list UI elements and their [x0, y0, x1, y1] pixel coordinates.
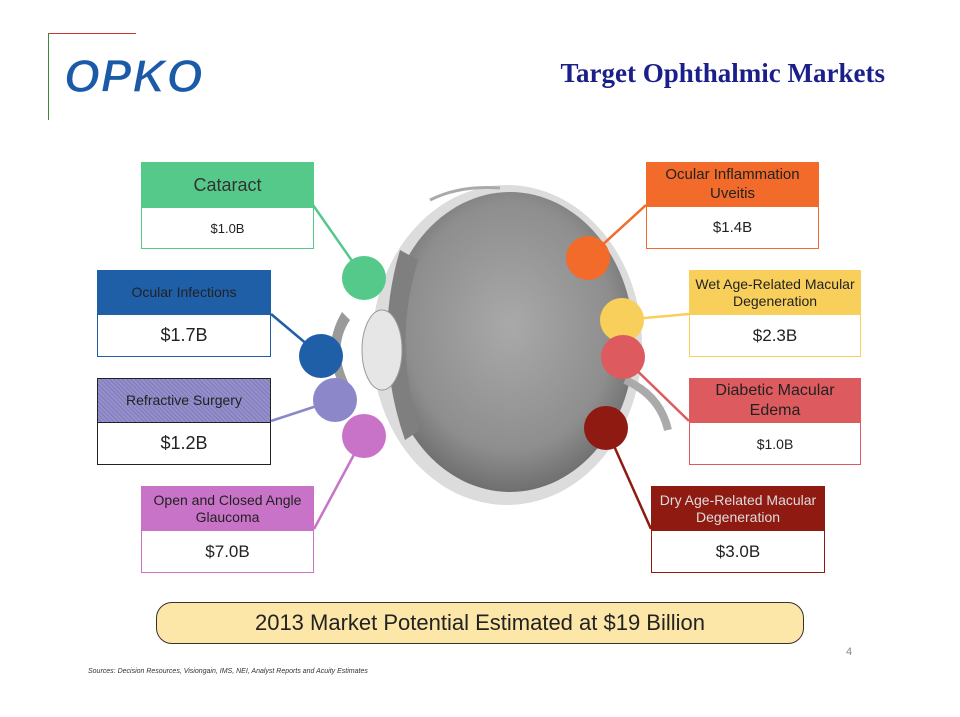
refractive-surgery-value: $1.2B: [160, 433, 208, 453]
wet-amd-marker: [600, 298, 644, 342]
diabetic-macular-edema-label: Diabetic Macular Edema: [690, 379, 860, 423]
wet-amd-value: $2.3B: [752, 325, 798, 345]
cataract-value: $1.0B: [210, 220, 245, 236]
dry-amd-value: $3.0B: [715, 541, 761, 561]
diabetic-macular-edema-value: $1.0B: [756, 435, 794, 452]
opko-logo: OPKO: [63, 52, 203, 102]
ocular-inflammation-label: Ocular Inflammation Uveitis: [647, 163, 818, 207]
refractive-surgery-label: Refractive Surgery: [98, 379, 270, 423]
refractive-surgery-box: Refractive Surgery $1.2B: [97, 378, 271, 465]
refractive-surgery-marker: [313, 378, 357, 422]
dry-amd-label: Dry Age-Related Macular Degeneration: [652, 487, 824, 531]
corner-accent-vertical: [48, 33, 49, 120]
glaucoma-value: $7.0B: [205, 541, 250, 561]
glaucoma-box: Open and Closed Angle Glaucoma $7.0B: [141, 486, 314, 573]
ocular-inflammation-marker: [566, 236, 610, 280]
ocular-inflammation-value: $1.4B: [712, 219, 753, 236]
glaucoma-label: Open and Closed Angle Glaucoma: [142, 487, 313, 531]
market-potential-banner: 2013 Market Potential Estimated at $19 B…: [156, 602, 804, 644]
wet-amd-label: Wet Age-Related Macular Degeneration: [690, 271, 860, 315]
ocular-infections-label: Ocular Infections: [98, 271, 270, 315]
corner-accent-horizontal: [48, 33, 136, 34]
sources-note: Sources: Decision Resources, Visiongain,…: [88, 668, 368, 675]
ocular-infections-marker: [299, 334, 343, 378]
dry-amd-marker: [584, 406, 628, 450]
diabetic-macular-edema-box: Diabetic Macular Edema $1.0B: [689, 378, 861, 465]
ocular-infections-box: Ocular Infections $1.7B: [97, 270, 271, 357]
glaucoma-marker: [342, 414, 386, 458]
cataract-box: Cataract $1.0B: [141, 162, 314, 249]
cataract-marker: [342, 256, 386, 300]
dry-amd-box: Dry Age-Related Macular Degeneration $3.0…: [651, 486, 825, 573]
svg-text:OPKO: OPKO: [64, 52, 203, 102]
ocular-infections-value: $1.7B: [160, 325, 208, 345]
cataract-label: Cataract: [142, 163, 313, 208]
page-number: 4: [846, 646, 853, 658]
page-title: Target Ophthalmic Markets: [560, 58, 885, 88]
ocular-inflammation-box: Ocular Inflammation Uveitis $1.4B: [646, 162, 819, 249]
diabetic-macular-edema-marker: [601, 335, 645, 379]
wet-amd-box: Wet Age-Related Macular Degeneration $2.3…: [689, 270, 861, 357]
